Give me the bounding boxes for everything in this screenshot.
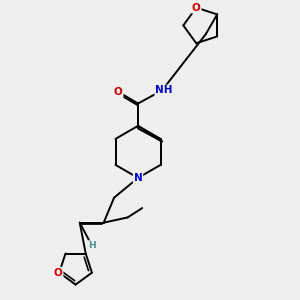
Text: O: O — [54, 268, 63, 278]
Text: NH: NH — [155, 85, 173, 95]
Text: N: N — [134, 173, 142, 183]
Text: O: O — [114, 87, 123, 97]
Text: O: O — [192, 3, 201, 13]
Text: H: H — [88, 241, 96, 250]
